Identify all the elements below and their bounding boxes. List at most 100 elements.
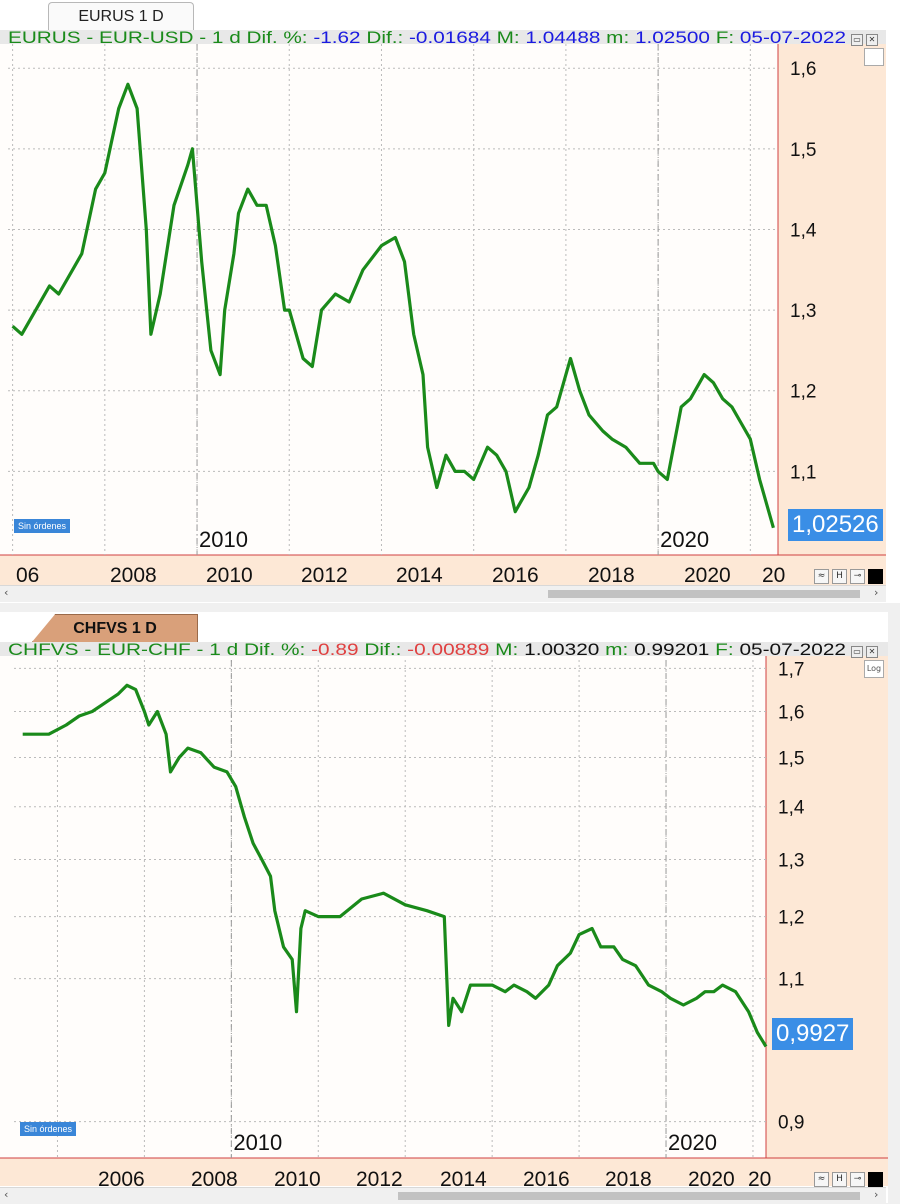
price-chart-eurus[interactable]: 1,1 1,2 1,3 1,4 1,5 1,6 06 2008 2010 2012 2014 2016…: [0, 30, 888, 585]
y-tick-label: 1,2: [790, 382, 816, 403]
y-tick-label: 1,1: [778, 970, 804, 991]
chart-menu-icon[interactable]: ▭: [851, 646, 863, 658]
decade-label: 2010: [199, 527, 248, 552]
header-segment: Dif. %:: [247, 30, 314, 47]
x-tick-label: 2020: [688, 1168, 735, 1186]
x-tick-label: 20: [762, 564, 785, 585]
chart-menu-icon[interactable]: ▭: [851, 34, 863, 46]
y-tick-label: 1,5: [790, 140, 816, 161]
pin-icon[interactable]: ⊸: [850, 1172, 865, 1187]
x-tick-label: 2016: [523, 1168, 570, 1186]
plot-background: [0, 30, 888, 585]
price-series-line: [11, 82, 775, 529]
tab-eurus[interactable]: EURUS 1 D: [48, 2, 194, 30]
header-segment: 1.04488: [525, 30, 606, 47]
y-tick-label: 1,6: [790, 59, 816, 80]
x-tick-label: 2018: [605, 1168, 652, 1186]
y-tick-label: 1,4: [778, 798, 805, 819]
header-segment: M:: [497, 30, 526, 47]
chart-toolbar: ≈ H ⊸: [814, 569, 883, 584]
header-segment: EURUS - EUR-USD - 1 d: [8, 30, 247, 47]
header-segment: m:: [606, 30, 635, 47]
price-series-line: [22, 683, 768, 1048]
x-axis-panel: [0, 1158, 888, 1186]
header-segment: 1.00320: [524, 642, 605, 659]
header-segment: 05-07-2022: [739, 642, 846, 659]
orders-badge: Sin órdenes: [20, 1122, 77, 1136]
x-tick-label: 2010: [274, 1168, 321, 1186]
tab-label: EURUS 1 D: [78, 7, 164, 25]
x-tick-label: 2018: [588, 564, 635, 585]
decade-label: 2010: [233, 1130, 282, 1155]
last-price-box: 0,9927: [772, 1018, 854, 1050]
price-chart-chfvs[interactable]: 0,9 1,1 1,2 1,3 1,4 1,5 1,6 1,7 2006 2008 2010 2012…: [0, 642, 888, 1186]
header-segment: 05-07-2022: [740, 30, 846, 47]
scroll-thumb[interactable]: [398, 1192, 860, 1200]
header-segment: F:: [715, 642, 739, 659]
scroll-left-icon[interactable]: ‹: [4, 1188, 9, 1201]
y-tick-label: 1,3: [778, 851, 804, 872]
color-icon[interactable]: [868, 1172, 883, 1187]
header-segment: CHFVS - EUR-CHF - 1 d: [8, 642, 244, 659]
header-segment: -1.62: [313, 30, 366, 47]
scroll-right-icon[interactable]: ›: [874, 1188, 879, 1201]
x-tick-label: 2008: [191, 1168, 238, 1186]
right-edge: [886, 0, 900, 603]
header-segment: Dif.:: [364, 642, 407, 659]
decade-label: 2020: [660, 527, 709, 552]
header-segment: F:: [716, 30, 740, 47]
header-bar: [0, 642, 888, 656]
horizontal-scrollbar[interactable]: ‹ ›: [0, 1187, 886, 1204]
header-segment: -0.01684: [409, 30, 497, 47]
header-bar: [0, 30, 888, 44]
pattern-icon[interactable]: ≈: [814, 569, 829, 584]
close-icon[interactable]: ✕: [866, 646, 878, 658]
pin-icon[interactable]: ⊸: [850, 569, 865, 584]
scroll-thumb[interactable]: [548, 590, 860, 598]
header-segment: -0.89: [311, 642, 364, 659]
header-segment: Dif.:: [366, 30, 409, 47]
y-tick-label: 1,3: [790, 301, 816, 322]
scroll-right-icon[interactable]: ›: [874, 586, 879, 599]
decade-label: 2020: [668, 1130, 717, 1155]
x-tick-label: 06: [16, 564, 39, 585]
chart-header: EURUS - EUR-USD - 1 d Dif. %: -1.62 Dif.…: [8, 30, 846, 47]
h-icon[interactable]: H: [832, 1172, 847, 1187]
horizontal-scrollbar[interactable]: ‹ ›: [0, 585, 886, 602]
scroll-left-icon[interactable]: ‹: [4, 586, 9, 599]
y-tick-label: 1,5: [778, 749, 804, 770]
pattern-icon[interactable]: ≈: [814, 1172, 829, 1187]
x-tick-label: 2006: [98, 1168, 145, 1186]
tab-chfvs[interactable]: CHFVS 1 D: [32, 614, 198, 642]
x-tick-label: 2014: [440, 1168, 487, 1186]
log-scale-button[interactable]: Log: [864, 660, 884, 678]
x-tick-label: 2012: [301, 564, 348, 585]
x-tick-label: 2016: [492, 564, 539, 585]
x-tick-label: 2012: [356, 1168, 403, 1186]
header-segment: M:: [495, 642, 524, 659]
close-icon[interactable]: ✕: [866, 34, 878, 46]
header-segment: m:: [605, 642, 634, 659]
y-tick-label: 1,7: [778, 659, 804, 680]
y-tick-label: 0,9: [778, 1113, 804, 1134]
plot-background: [0, 642, 888, 1186]
orders-badge: Sin órdenes: [14, 519, 71, 533]
header-segment: 0.99201: [634, 642, 715, 659]
tab-label: CHFVS 1 D: [73, 619, 157, 637]
x-tick-label: 2008: [110, 564, 157, 585]
y-tick-label: 1,6: [778, 703, 804, 724]
header-segment: 1.02500: [635, 30, 716, 47]
x-tick-label: 2010: [206, 564, 253, 585]
chart-header: CHFVS - EUR-CHF - 1 d Dif. %: -0.89 Dif.…: [8, 642, 846, 659]
x-axis-panel: [0, 555, 888, 585]
color-icon[interactable]: [868, 569, 883, 584]
h-icon[interactable]: H: [832, 569, 847, 584]
header-segment: Dif. %:: [244, 642, 311, 659]
chart-panel-eurus: EURUS 1 D 1,1 1,2 1,3 1,4 1,5 1,6 06 2008 2010 20…: [0, 0, 888, 603]
y-axis-panel: [778, 30, 888, 555]
chart-toolbar: ≈ H ⊸: [814, 1172, 883, 1187]
y-tick-label: 1,1: [790, 462, 816, 483]
scale-icon[interactable]: [864, 48, 884, 66]
x-tick-label: 2020: [684, 564, 731, 585]
y-tick-label: 1,4: [790, 220, 817, 241]
